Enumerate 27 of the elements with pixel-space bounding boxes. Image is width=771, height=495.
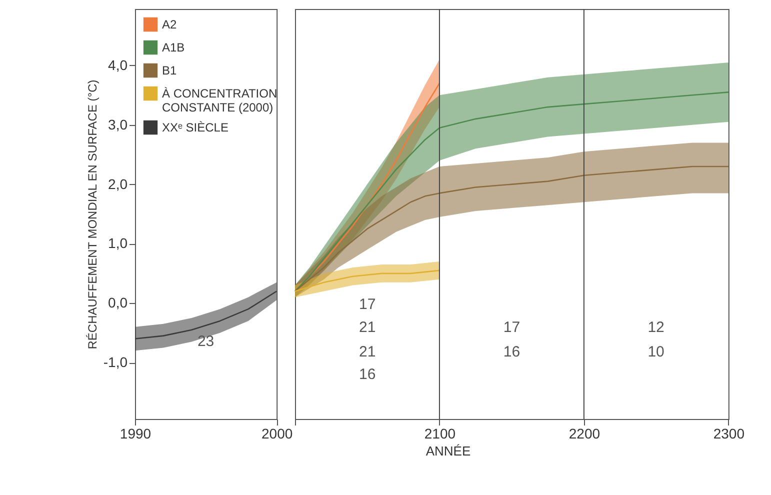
- annotation: 16: [359, 366, 376, 383]
- legend-label: XXᵉ SIÈCLE: [162, 120, 228, 134]
- legend-label: À CONCENTRATION CONSTANTE (2000): [162, 86, 278, 114]
- x-tick-label: 1990: [120, 426, 152, 442]
- annotation: 23: [197, 333, 214, 350]
- annotation: 17: [503, 318, 520, 336]
- annotation: 12: [648, 318, 664, 336]
- legend-label: A1B: [162, 40, 185, 54]
- annotation: 17: [359, 296, 376, 314]
- x-tick-label: 2100: [424, 426, 456, 442]
- annotation: 21: [359, 318, 376, 336]
- x-axis-title: ANNÉE: [426, 444, 471, 458]
- y-tick-label: 1,0: [108, 235, 128, 252]
- y-tick-label: 4,0: [108, 56, 128, 73]
- x-tick-label: 2300: [713, 426, 745, 442]
- x-tick-label: 2000: [262, 426, 293, 442]
- y-tick-label: 0,0: [108, 294, 128, 311]
- y-tick-label: 2,0: [108, 176, 128, 192]
- y-tick-label: -1,0: [103, 354, 128, 370]
- annotation: 16: [503, 343, 520, 360]
- annotation: 21: [359, 343, 376, 360]
- annotation: 10: [648, 343, 664, 360]
- y-tick-label: 3,0: [108, 116, 128, 132]
- legend-label: B1: [162, 64, 178, 78]
- y-axis-title: RÉCHAUFFEMENT MONDIAL EN SURFACE (°C): [85, 80, 100, 350]
- x-tick-label: 2200: [568, 426, 600, 442]
- legend-label: A2: [162, 18, 178, 32]
